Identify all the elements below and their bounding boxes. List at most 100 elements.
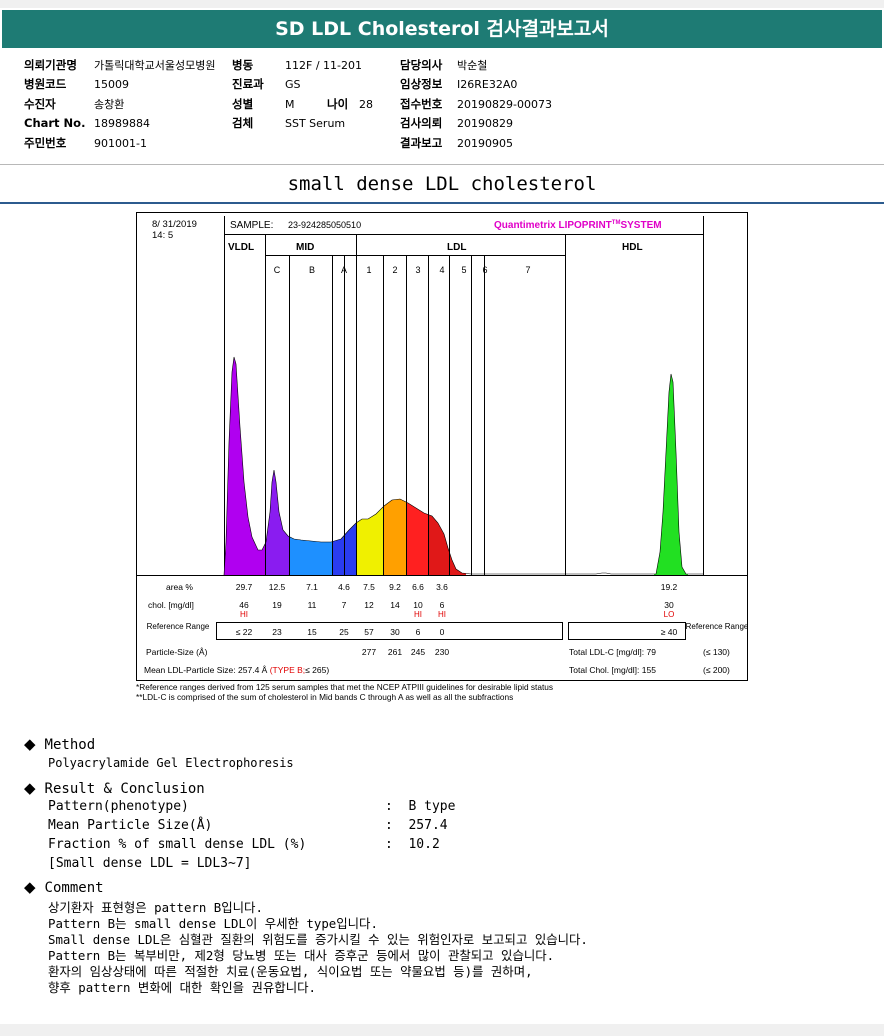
ldl2-peak bbox=[383, 499, 406, 575]
chol-value: 11 bbox=[308, 600, 317, 610]
result-row-label: Pattern(phenotype) bbox=[48, 799, 189, 814]
band-label: C bbox=[274, 265, 281, 275]
row-label-ref: Reference Range bbox=[147, 622, 210, 631]
chol-value: 6 bbox=[440, 600, 445, 610]
chol-value: 10 bbox=[413, 600, 423, 610]
row-label-chol: chol. [mg/dl] bbox=[148, 600, 194, 610]
section-divider bbox=[0, 202, 884, 204]
result-heading: ◆ Result & Conclusion bbox=[24, 779, 205, 797]
area-value: 3.6 bbox=[436, 582, 448, 592]
value-ward: 112F / 11-201 bbox=[285, 59, 362, 72]
sample-id: 23-924285050510 bbox=[288, 220, 361, 230]
ref-value: 25 bbox=[339, 627, 349, 637]
flag-value: HI bbox=[438, 610, 446, 619]
label-ward: 병동 bbox=[232, 58, 254, 72]
band-labels: C B A 1 2 3 4 5 6 7 bbox=[274, 265, 531, 275]
area-value: 4.6 bbox=[338, 582, 350, 592]
comment-line: 향후 pattern 변화에 대한 확인을 권유합니다. bbox=[48, 980, 316, 995]
chol-value: 30 bbox=[664, 600, 674, 610]
group-label-mid: MID bbox=[296, 242, 314, 253]
divider bbox=[0, 164, 884, 165]
value-request-date: 20190829 bbox=[457, 117, 513, 131]
result-row-value: : B type bbox=[385, 799, 456, 814]
ref-value: 57 bbox=[364, 627, 374, 637]
value-specimen: SST Serum bbox=[285, 117, 346, 131]
diamond-icon: ◆ bbox=[24, 735, 36, 753]
area-value: 12.5 bbox=[269, 582, 286, 592]
group-label-hdl: HDL bbox=[622, 242, 643, 253]
top-strip bbox=[0, 0, 884, 8]
flag-value: HI bbox=[414, 610, 422, 619]
figure-time: 14: 5 bbox=[152, 230, 173, 241]
ref-value: 15 bbox=[307, 627, 317, 637]
lipoprint-figure: 8/ 31/2019 14: 5 SAMPLE: 23-924285050510… bbox=[136, 212, 748, 681]
band-label: 3 bbox=[415, 265, 420, 275]
total-chol-ref: (≤ 200) bbox=[703, 665, 730, 675]
total-ldl: Total LDL-C [mg/dl]: 79 bbox=[569, 647, 656, 657]
value-clinical-info: I26RE32A0 bbox=[457, 78, 518, 92]
area-value: 9.2 bbox=[389, 582, 401, 592]
band-label: 5 bbox=[461, 265, 466, 275]
info-left: 의뢰기관명 가톨릭대학교서울성모병원 병원코드 15009 수진자 송창환 Chart… bbox=[24, 56, 215, 153]
band-label: 7 bbox=[525, 265, 530, 275]
chol-value: 46 bbox=[239, 600, 249, 610]
total-chol: Total Chol. [mg/dl]: 155 bbox=[569, 665, 656, 675]
info-right: 담당의사 박순철 임상정보 I26RE32A0 접수번호 20190829-00073… bbox=[400, 56, 552, 153]
band-label: 1 bbox=[366, 265, 371, 275]
label-resident-no: 주민번호 bbox=[24, 135, 67, 150]
figure-date: 8/ 31/2019 bbox=[152, 219, 197, 230]
label-hospital-code: 병원코드 bbox=[24, 77, 67, 92]
particle-values: 277 261 245 230 bbox=[362, 647, 449, 657]
particle-size-value: 277 bbox=[362, 647, 376, 657]
ldl3-peak bbox=[406, 502, 428, 575]
chol-value: 12 bbox=[364, 600, 374, 610]
band-b-peak bbox=[289, 536, 332, 575]
band-label: B bbox=[309, 265, 315, 275]
sample-label: SAMPLE: bbox=[230, 220, 273, 231]
label-receipt-no: 접수번호 bbox=[400, 96, 443, 111]
area-value: 29.7 bbox=[236, 582, 253, 592]
footnote-1: *Reference ranges derived from 125 serum… bbox=[136, 682, 554, 692]
label-sex: 성별 bbox=[232, 96, 254, 111]
plot-area bbox=[137, 216, 747, 576]
label-clinical-info: 임상정보 bbox=[400, 77, 443, 92]
ref-value: 6 bbox=[416, 627, 421, 637]
ref-value: 23 bbox=[272, 627, 282, 637]
label-institution: 의뢰기관명 bbox=[24, 58, 77, 72]
particle-size-value: 230 bbox=[435, 647, 449, 657]
row-label-mean: Mean LDL-Particle Size: 257.4 Å (TYPE B;… bbox=[144, 665, 329, 675]
band-label: 2 bbox=[392, 265, 397, 275]
comment-line: Small dense LDL은 심혈관 질환의 위험도를 증가시킬 수 있는 … bbox=[48, 932, 588, 947]
ref-value: 0 bbox=[440, 627, 445, 637]
label-age: 나이 bbox=[327, 96, 349, 111]
value-age: 28 bbox=[359, 97, 373, 111]
group-label-vldl: VLDL bbox=[228, 242, 254, 253]
band-label: 6 bbox=[482, 265, 487, 275]
section-title: small dense LDL cholesterol bbox=[287, 173, 597, 195]
label-physician: 담당의사 bbox=[400, 58, 443, 72]
method-text: Polyacrylamide Gel Electrophoresis bbox=[48, 756, 294, 770]
value-resident-no: 901001-1 bbox=[94, 136, 147, 150]
row-label-area: area % bbox=[166, 582, 193, 592]
result-row-value: : 257.4 bbox=[385, 818, 448, 833]
particle-size-value: 261 bbox=[388, 647, 402, 657]
flag-value: HI bbox=[240, 610, 248, 619]
label-patient: 수진자 bbox=[24, 96, 56, 111]
brand-text: Quantimetrix LIPOPRINTTMSYSTEM bbox=[494, 220, 662, 231]
hdl-peak bbox=[654, 374, 688, 575]
diamond-icon: ◆ bbox=[24, 878, 36, 896]
chol-value: 14 bbox=[390, 600, 400, 610]
electrophoresis-peaks bbox=[223, 356, 703, 576]
value-chart-no: 18989884 bbox=[94, 117, 150, 131]
label-chart-no: Chart No. bbox=[24, 116, 86, 131]
band-label: A bbox=[341, 265, 347, 275]
results-table: area % chol. [mg/dl] Reference Range Ref… bbox=[144, 582, 748, 675]
value-department: GS bbox=[285, 78, 301, 92]
band-c-peak bbox=[265, 470, 289, 575]
bottom-strip bbox=[0, 1024, 884, 1036]
comment-heading: ◆ Comment bbox=[24, 878, 104, 896]
comment-line: 환자의 임상상태에 따른 적절한 치료(운동요법, 식이요법 또는 약물요법 등… bbox=[48, 964, 533, 979]
report-title: SD LDL Cholesterol 검사결과보고서 bbox=[2, 10, 882, 48]
band-label: 4 bbox=[439, 265, 444, 275]
result-row-label: Mean Particle Size(Å) bbox=[48, 818, 213, 833]
